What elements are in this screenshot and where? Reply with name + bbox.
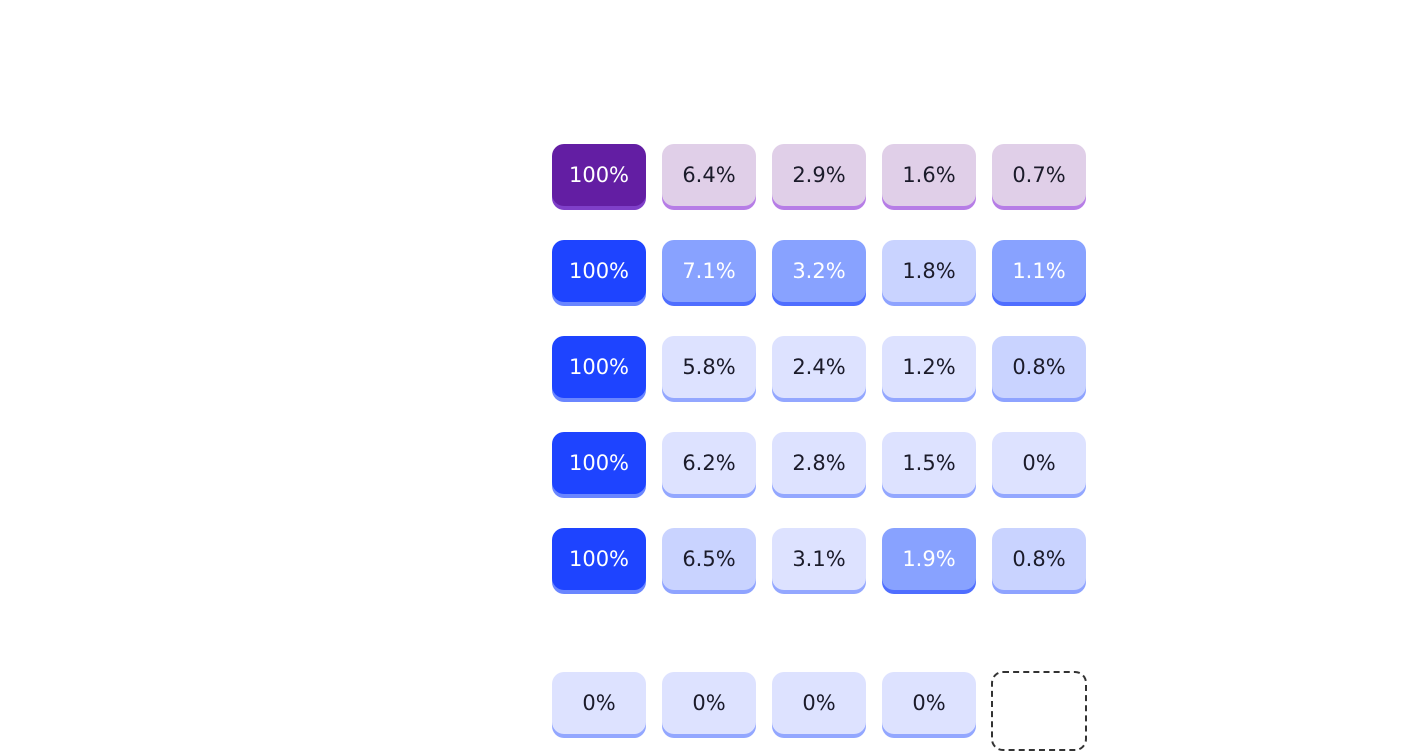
cell: 5.8% [662,336,756,398]
page: 100% 6.4% 2.9% 1.6% 0.7% 100% 7.1% 3.2% … [552,144,1087,751]
cell: 1.5% [882,432,976,494]
footer-cell: 0% [772,672,866,734]
cell: 0.8% [992,528,1086,590]
cell: 1.2% [882,336,976,398]
cell: 1.1% [992,240,1086,302]
cell: 0.7% [992,144,1086,206]
footer-cell: 0% [552,672,646,734]
cell: 3.2% [772,240,866,302]
cell: 0% [992,432,1086,494]
footer-cell: 0% [882,672,976,734]
cell: 100% [552,240,646,302]
cell: 2.8% [772,432,866,494]
cell: 1.8% [882,240,976,302]
cell: 100% [552,432,646,494]
cell: 1.6% [882,144,976,206]
cell: 6.4% [662,144,756,206]
footer-cell: 0% [662,672,756,734]
empty-slot [991,671,1087,751]
cell: 7.1% [662,240,756,302]
cell: 2.4% [772,336,866,398]
cell: 100% [552,528,646,590]
cell: 3.1% [772,528,866,590]
cell: 0.8% [992,336,1086,398]
cell: 6.5% [662,528,756,590]
cell: 2.9% [772,144,866,206]
cell: 100% [552,336,646,398]
cell: 100% [552,144,646,206]
cell: 6.2% [662,432,756,494]
cell: 1.9% [882,528,976,590]
